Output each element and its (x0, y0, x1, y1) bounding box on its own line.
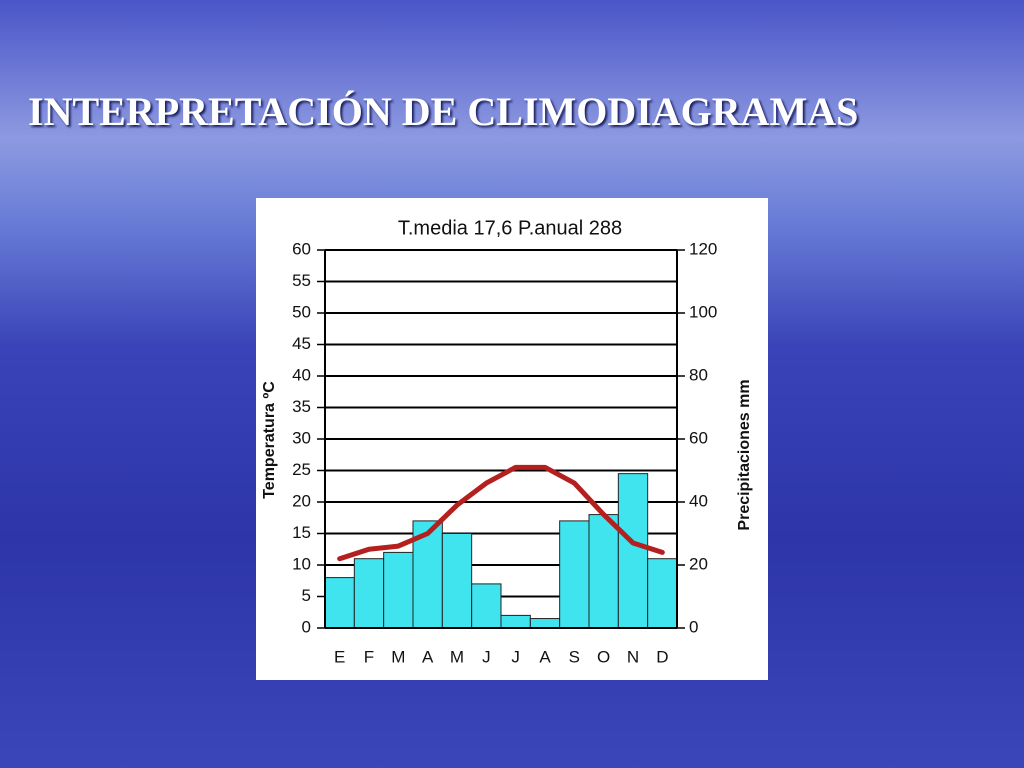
x-tick-label: F (364, 647, 374, 666)
y-tick-label: 45 (292, 334, 311, 353)
x-tick-label: D (656, 647, 668, 666)
bar (617, 473, 649, 629)
y-tick-label: 35 (292, 397, 311, 416)
bar (383, 551, 414, 629)
y-tick-label: 55 (292, 271, 311, 290)
bar (353, 558, 385, 629)
x-tick-label: O (597, 647, 610, 666)
x-tick-label: S (569, 647, 580, 666)
y-tick-label: 30 (292, 428, 311, 447)
x-tick-label: M (450, 647, 464, 666)
y-tick-label: 50 (292, 302, 311, 321)
x-tick-label: E (334, 647, 345, 666)
y2-tick-label: 40 (689, 491, 708, 510)
y2-axis-label: Precipitaciones mm (736, 379, 753, 530)
y-tick-label: 40 (292, 365, 311, 384)
y-tick-label: 60 (292, 239, 311, 258)
x-tick-label: A (539, 647, 551, 666)
x-tick-label: N (627, 647, 639, 666)
bar (529, 618, 561, 629)
bar (588, 514, 619, 629)
bar (324, 577, 355, 629)
x-tick-label: A (422, 647, 434, 666)
y-tick-label: 20 (292, 491, 311, 510)
y2-tick-label: 20 (689, 554, 708, 573)
y-tick-label: 15 (292, 523, 311, 542)
bar (647, 558, 678, 629)
x-tick-label: J (482, 647, 491, 666)
temperature-line (337, 464, 665, 562)
x-tick-label: J (511, 647, 520, 666)
bar (500, 614, 531, 629)
y-axis-label: Temperatura ºC (261, 381, 278, 499)
bar (559, 520, 590, 629)
bar (471, 583, 502, 629)
y2-tick-label: 80 (689, 365, 708, 384)
y-tick-label: 5 (302, 586, 311, 605)
x-tick-label: M (391, 647, 405, 666)
y-tick-label: 10 (292, 554, 311, 573)
slide-title: INTERPRETACIÓN DE CLIMODIAGRAMAS (28, 89, 859, 134)
y-tick-label: 25 (292, 460, 311, 479)
bar (441, 533, 473, 629)
y-tick-label: 0 (302, 617, 311, 636)
chart-title: T.media 17,6 P.anual 288 (398, 217, 622, 239)
y2-tick-label: 0 (689, 617, 698, 636)
y2-tick-label: 120 (689, 239, 717, 258)
y2-tick-label: 60 (689, 428, 708, 447)
y2-tick-label: 100 (689, 302, 717, 321)
